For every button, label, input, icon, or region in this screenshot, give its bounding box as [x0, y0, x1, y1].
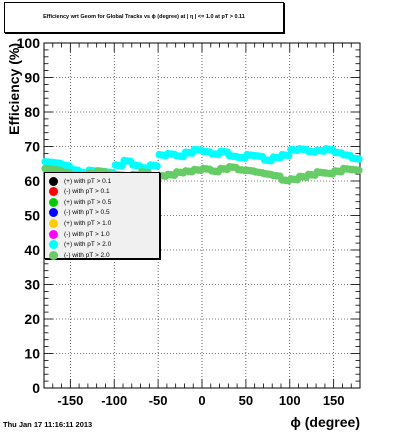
x-tick-label: -50 — [149, 393, 168, 408]
x-tick-label: 100 — [279, 393, 301, 408]
chart-title: Efficiency wrt Geom for Global Tracks vs… — [43, 14, 245, 20]
x-tick-label: 0 — [198, 393, 205, 408]
y-tick-label: 50 — [24, 208, 40, 224]
legend-marker — [49, 197, 58, 207]
legend-label: (-) with pT > 0.5 — [64, 209, 110, 217]
data-point — [355, 166, 363, 175]
legend-marker — [49, 240, 58, 250]
legend-label: (+) with pT > 0.5 — [64, 198, 112, 206]
legend-label: (-) with pT > 1.0 — [64, 230, 110, 238]
y-tick-label: 40 — [24, 242, 40, 258]
legend-label: (+) with pT > 2.0 — [64, 241, 112, 249]
legend-marker — [49, 229, 58, 239]
y-tick-label: 60 — [24, 173, 40, 189]
footer-timestamp: Thu Jan 17 11:16:11 2013 — [3, 420, 93, 429]
y-tick-label: 100 — [17, 35, 41, 51]
data-point — [284, 151, 293, 160]
legend-entry: (-) with pT > 1.0 — [49, 229, 110, 239]
data-point — [153, 162, 161, 170]
x-axis-label: ϕ (degree) — [290, 414, 360, 430]
legend-entry: (-) with pT > 2.0 — [49, 250, 110, 260]
x-tick-label: -150 — [57, 393, 83, 408]
legend-entry: (-) with pT > 0.5 — [49, 208, 110, 218]
y-tick-label: 0 — [32, 380, 40, 396]
legend-label: (+) with pT > 1.0 — [64, 219, 112, 227]
legend-entry: (-) with pT > 0.1 — [49, 187, 110, 197]
y-tick-label: 70 — [24, 139, 40, 155]
y-tick-label: 80 — [24, 104, 40, 120]
legend-marker — [49, 218, 58, 228]
legend-label: (-) with pT > 0.1 — [64, 188, 110, 196]
legend-marker — [49, 187, 58, 197]
legend-label: (-) with pT > 2.0 — [64, 251, 110, 259]
legend-entry: (+) with pT > 0.1 — [49, 176, 111, 186]
y-tick-label: 90 — [24, 70, 40, 86]
legend-marker — [49, 208, 58, 218]
x-tick-label: 150 — [323, 393, 345, 408]
y-tick-label: 20 — [24, 311, 40, 327]
y-tick-label: 30 — [24, 277, 40, 293]
legend: (+) with pT > 0.1 (-) with pT > 0.1 (+) wi… — [44, 172, 160, 260]
legend-entry: (+) with pT > 2.0 — [49, 240, 111, 250]
legend-entry: (+) with pT > 1.0 — [49, 218, 111, 228]
x-tick-label: 50 — [239, 393, 253, 408]
legend-marker — [49, 176, 58, 186]
y-tick-label: 10 — [24, 346, 40, 362]
legend-entry: (+) with pT > 0.5 — [49, 197, 111, 207]
legend-marker — [49, 250, 58, 260]
chart-title-box: Efficiency wrt Geom for Global Tracks vs… — [4, 2, 284, 33]
data-point — [355, 155, 363, 163]
legend-label: (+) with pT > 0.1 — [64, 177, 112, 185]
x-tick-label: -100 — [101, 393, 127, 408]
y-axis-label: Efficiency (%) — [6, 43, 22, 135]
